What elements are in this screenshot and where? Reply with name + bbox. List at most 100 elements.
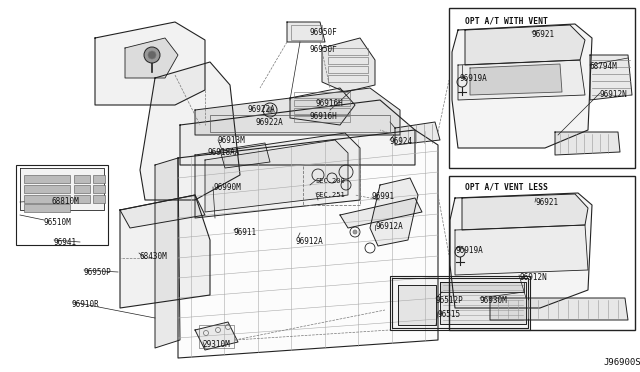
Bar bbox=[74, 175, 90, 183]
Polygon shape bbox=[290, 88, 355, 125]
Bar bbox=[93, 195, 105, 203]
Bar bbox=[16, 165, 108, 245]
Text: 96941: 96941 bbox=[54, 238, 77, 247]
Bar bbox=[390, 276, 530, 330]
Polygon shape bbox=[590, 55, 632, 100]
Text: 68794M: 68794M bbox=[590, 62, 618, 71]
Bar bbox=[291, 25, 322, 40]
Polygon shape bbox=[555, 132, 620, 155]
Polygon shape bbox=[205, 140, 348, 212]
Polygon shape bbox=[180, 100, 415, 165]
Text: 96922A: 96922A bbox=[255, 118, 283, 127]
Bar bbox=[24, 175, 70, 183]
Text: 96912N: 96912N bbox=[519, 273, 547, 282]
Bar bbox=[328, 48, 368, 55]
Text: 96924: 96924 bbox=[390, 137, 413, 146]
Text: 96912A: 96912A bbox=[375, 222, 403, 231]
Bar bbox=[24, 185, 70, 193]
Polygon shape bbox=[195, 88, 400, 135]
Text: 96919A: 96919A bbox=[459, 74, 487, 83]
Text: OPT A/T WITH VENT: OPT A/T WITH VENT bbox=[465, 17, 548, 26]
Polygon shape bbox=[398, 285, 436, 325]
Bar bbox=[24, 195, 70, 203]
Polygon shape bbox=[462, 194, 588, 230]
Text: 96950F: 96950F bbox=[310, 28, 338, 37]
Text: 96930M: 96930M bbox=[480, 296, 508, 305]
Polygon shape bbox=[452, 24, 592, 148]
Bar bbox=[93, 185, 105, 193]
Bar bbox=[74, 195, 90, 203]
Polygon shape bbox=[370, 178, 418, 246]
Text: 96912N: 96912N bbox=[600, 90, 628, 99]
Text: 96990M: 96990M bbox=[213, 183, 241, 192]
Polygon shape bbox=[195, 322, 238, 350]
Text: 96913M: 96913M bbox=[218, 136, 246, 145]
Text: 96921: 96921 bbox=[535, 198, 558, 207]
Text: OPT A/T VENT LESS: OPT A/T VENT LESS bbox=[465, 183, 548, 192]
Polygon shape bbox=[287, 22, 325, 42]
Polygon shape bbox=[125, 38, 178, 78]
Bar bbox=[199, 325, 234, 348]
Polygon shape bbox=[465, 25, 585, 65]
Circle shape bbox=[267, 107, 273, 113]
Polygon shape bbox=[120, 195, 205, 228]
Polygon shape bbox=[120, 195, 210, 308]
Bar bbox=[328, 57, 368, 64]
Bar bbox=[294, 100, 350, 106]
Bar bbox=[93, 175, 105, 183]
Bar bbox=[210, 115, 390, 132]
Text: 96919A: 96919A bbox=[456, 246, 484, 255]
Polygon shape bbox=[340, 198, 422, 228]
Bar bbox=[328, 75, 368, 82]
Text: 96950Γ: 96950Γ bbox=[310, 45, 338, 54]
Polygon shape bbox=[178, 130, 438, 358]
Text: 96922A: 96922A bbox=[248, 105, 276, 114]
Text: 96921: 96921 bbox=[532, 30, 555, 39]
Text: 96916H: 96916H bbox=[316, 99, 344, 108]
Polygon shape bbox=[392, 278, 528, 328]
Polygon shape bbox=[455, 225, 588, 275]
Polygon shape bbox=[440, 282, 526, 324]
Circle shape bbox=[353, 230, 357, 234]
Text: 68430M: 68430M bbox=[139, 252, 167, 261]
Text: J96900SY: J96900SY bbox=[603, 358, 640, 367]
Text: 96510M: 96510M bbox=[44, 218, 72, 227]
Text: 96950P: 96950P bbox=[84, 268, 112, 277]
Polygon shape bbox=[395, 122, 440, 145]
Circle shape bbox=[148, 51, 156, 59]
Polygon shape bbox=[470, 64, 562, 95]
Bar bbox=[294, 116, 350, 122]
Polygon shape bbox=[220, 143, 270, 168]
Text: 29310M: 29310M bbox=[202, 340, 230, 349]
Polygon shape bbox=[95, 22, 205, 105]
Text: 96515: 96515 bbox=[438, 310, 461, 319]
Polygon shape bbox=[195, 133, 360, 218]
Bar bbox=[449, 176, 635, 330]
Polygon shape bbox=[155, 158, 180, 348]
Polygon shape bbox=[140, 62, 240, 200]
Text: 96911: 96911 bbox=[234, 228, 257, 237]
Bar bbox=[294, 92, 350, 98]
Bar bbox=[294, 108, 350, 114]
Text: 96991: 96991 bbox=[372, 192, 395, 201]
Text: 68810M: 68810M bbox=[51, 197, 79, 206]
Bar bbox=[74, 185, 90, 193]
Text: 96912A: 96912A bbox=[296, 237, 324, 246]
Text: 96916H: 96916H bbox=[310, 112, 338, 121]
Text: 96918AA: 96918AA bbox=[207, 148, 239, 157]
Polygon shape bbox=[490, 298, 628, 320]
Text: SEC.251: SEC.251 bbox=[316, 192, 346, 198]
Bar bbox=[303, 165, 360, 205]
Bar bbox=[449, 8, 635, 168]
Text: SEC.200: SEC.200 bbox=[316, 178, 346, 184]
Polygon shape bbox=[440, 282, 524, 292]
Polygon shape bbox=[322, 38, 375, 92]
Polygon shape bbox=[458, 60, 585, 100]
Bar bbox=[24, 204, 70, 212]
Circle shape bbox=[144, 47, 160, 63]
Polygon shape bbox=[20, 168, 104, 210]
Text: 96910R: 96910R bbox=[72, 300, 100, 309]
Text: 96512P: 96512P bbox=[436, 296, 464, 305]
Polygon shape bbox=[450, 193, 592, 308]
Bar bbox=[328, 66, 368, 73]
